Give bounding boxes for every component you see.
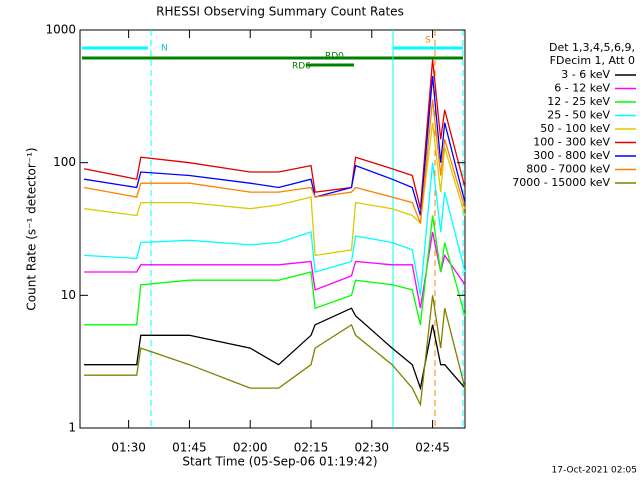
x-tick-label: 01:30 bbox=[111, 441, 146, 455]
legend-label: 25 - 50 keV bbox=[547, 109, 610, 122]
legend-label: 7000 - 15000 keV bbox=[512, 176, 610, 189]
y-tick-label: 1000 bbox=[45, 23, 76, 37]
chart-title: RHESSI Observing Summary Count Rates bbox=[156, 5, 404, 19]
legend-label: 300 - 800 keV bbox=[533, 149, 610, 162]
legend-label: 800 - 7000 keV bbox=[526, 163, 610, 176]
plot bbox=[83, 59, 466, 407]
legend-label: 50 - 100 keV bbox=[540, 122, 610, 135]
series-line bbox=[83, 75, 466, 216]
series-line bbox=[84, 122, 466, 257]
y-axis-label: Count Rate (s⁻¹ detector⁻¹) bbox=[25, 147, 39, 310]
legend-header: Det 1,3,4,5,6,9, bbox=[549, 41, 635, 54]
attenuator-lines bbox=[82, 30, 464, 428]
y-tick-label: 100 bbox=[53, 155, 76, 169]
plot-frame bbox=[79, 29, 466, 429]
y-tick-label: 10 bbox=[61, 288, 76, 302]
x-tick-label: 02:15 bbox=[294, 441, 329, 455]
legend-label: 6 - 12 keV bbox=[554, 82, 610, 95]
legend-label: 12 - 25 keV bbox=[547, 95, 610, 108]
legend-header: FDecim 1, Att 0 bbox=[550, 54, 635, 67]
x-axis-label: Start Time (05-Sep-06 01:19:42) bbox=[182, 455, 377, 469]
x-tick-label: 02:45 bbox=[415, 441, 450, 455]
footer: 17-Oct-2021 02:05 bbox=[552, 466, 637, 476]
annotation: RD0 bbox=[325, 52, 344, 62]
legend-label: 100 - 300 keV bbox=[533, 136, 610, 149]
series-line bbox=[84, 162, 466, 296]
y-tick-label: 1 bbox=[68, 421, 76, 435]
series-line bbox=[84, 307, 466, 391]
x-tick-label: 02:00 bbox=[233, 441, 268, 455]
annotation: N bbox=[161, 44, 168, 54]
annotation: S bbox=[425, 36, 431, 46]
x-tick-label: 01:45 bbox=[172, 441, 207, 455]
series-line bbox=[83, 99, 466, 224]
x-tick-label: 02:30 bbox=[354, 441, 389, 455]
legend-label: 3 - 6 keV bbox=[561, 68, 610, 81]
series-line bbox=[84, 231, 466, 309]
annotation: RD6 bbox=[292, 62, 311, 72]
series-line bbox=[84, 295, 466, 407]
series-line bbox=[84, 215, 466, 326]
